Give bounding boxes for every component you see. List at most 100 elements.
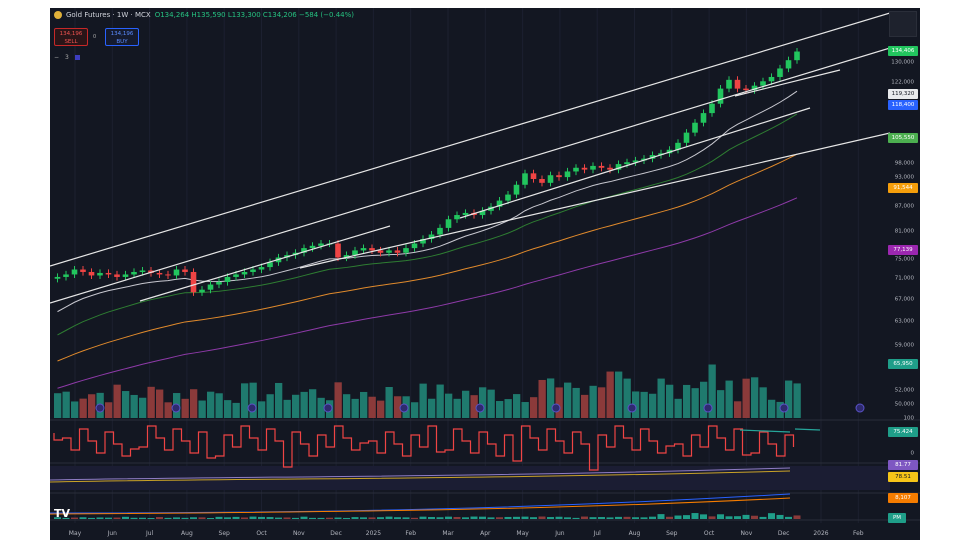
collapse-icon[interactable]: −: [54, 54, 60, 61]
sell-price: 134,196: [59, 31, 83, 37]
volume-bar: [139, 397, 147, 418]
histogram-bar: [708, 516, 716, 519]
price-axis-label: 71,000: [894, 275, 914, 282]
volume-bar: [232, 402, 240, 418]
volume-bar: [436, 384, 444, 418]
candle-body: [122, 274, 129, 277]
teal-value-badge: PM: [888, 513, 906, 523]
buy-price: 134,196: [110, 31, 134, 37]
candle-body: [564, 171, 571, 178]
histogram-bar: [113, 517, 121, 519]
volume-bar: [785, 380, 793, 418]
histogram-bar: [445, 516, 452, 519]
candle-body: [658, 153, 664, 156]
histogram-bar: [292, 517, 299, 519]
volume-bar: [649, 393, 657, 418]
candle-body: [377, 250, 384, 253]
histogram-bar: [725, 516, 733, 519]
volume-bar: [768, 399, 776, 418]
candle-body: [530, 173, 537, 180]
time-axis-label: Oct: [703, 530, 715, 537]
candle-body: [437, 227, 443, 235]
moving-average-line: [57, 90, 798, 313]
moving-average-line: [57, 153, 798, 362]
histogram-bar: [785, 516, 792, 519]
histogram-bar: [462, 517, 469, 519]
volume-bar: [394, 396, 402, 418]
histogram-bar: [258, 516, 265, 519]
moving-average-line: [57, 197, 798, 389]
volume-bar: [164, 402, 172, 418]
candle-body: [131, 271, 137, 275]
candle-body: [233, 274, 239, 277]
event-marker-icon: [95, 403, 105, 413]
histogram-bar: [606, 517, 614, 519]
volume-bar: [674, 398, 682, 418]
tradingview-logo[interactable]: TV: [54, 507, 71, 520]
osc-top-label: 100: [903, 415, 915, 422]
histogram-bar: [572, 517, 580, 519]
buy-button[interactable]: 134,196 BUY: [105, 28, 139, 46]
price-chart[interactable]: [50, 8, 920, 540]
histogram-bar: [309, 517, 316, 519]
rsi-ma-line: [50, 470, 791, 483]
candle-body: [522, 173, 528, 185]
volume-bar: [547, 378, 555, 418]
time-axis-label: 2026: [813, 530, 829, 537]
candle-body: [666, 149, 673, 154]
histogram-bar: [190, 517, 197, 519]
volume-bar: [54, 393, 62, 418]
volume-bar: [266, 394, 274, 418]
histogram-bar: [589, 517, 597, 519]
volume-bar: [88, 394, 96, 418]
histogram-bar: [428, 517, 435, 519]
histogram-bar: [751, 515, 758, 519]
volume-bar: [105, 402, 113, 418]
volume-bar: [793, 383, 801, 418]
price-axis-label: 67,000: [894, 296, 914, 303]
candle-body: [54, 276, 61, 279]
price-badge: 119,320: [888, 88, 918, 99]
volume-bar: [122, 391, 130, 418]
candle-body: [505, 194, 511, 201]
symbol-title[interactable]: Gold Futures · 1W · MCX: [66, 11, 151, 19]
volume-bar: [572, 387, 580, 418]
gold-coin-icon: [54, 11, 62, 19]
volume-bar: [479, 387, 487, 418]
time-axis-label: May: [516, 530, 529, 537]
histogram-bar: [615, 516, 622, 519]
chart-settings-box[interactable]: [889, 11, 917, 37]
histogram-bar: [530, 517, 537, 519]
volume-bar: [462, 390, 470, 418]
volume-bar: [700, 381, 708, 418]
event-marker-icon: [703, 403, 713, 413]
candle-body: [777, 68, 783, 77]
sell-button[interactable]: 134,196 SELL: [54, 28, 88, 46]
histogram-bar: [470, 516, 478, 519]
time-axis-label: Feb: [405, 530, 416, 537]
volume-bar: [181, 398, 189, 418]
candle-body: [369, 248, 375, 251]
candle-body: [649, 155, 656, 159]
histogram-bar: [479, 516, 486, 519]
histogram-bar: [598, 517, 605, 519]
candle-body: [496, 200, 503, 207]
time-axis-label: 2025: [365, 530, 382, 537]
histogram-bar: [283, 517, 291, 519]
histogram-bar: [275, 517, 282, 519]
histogram-bar: [793, 515, 801, 519]
indicator-legend-toggle[interactable]: − 3: [54, 54, 80, 61]
volume-bar: [190, 389, 198, 418]
candle-body: [63, 274, 69, 277]
time-axis-label: Feb: [852, 530, 864, 537]
trend-line: [299, 132, 891, 269]
histogram-bar: [700, 514, 707, 519]
candle-body: [624, 162, 630, 165]
histogram-bar: [504, 516, 512, 519]
histogram-bar: [54, 517, 61, 519]
chart-window[interactable]: Gold Futures · 1W · MCX O134,264 H135,59…: [50, 8, 920, 540]
candle-body: [590, 165, 596, 170]
price-badge: 65,950: [888, 359, 918, 370]
event-marker-icon: [399, 403, 409, 413]
volume-bar: [657, 378, 665, 418]
